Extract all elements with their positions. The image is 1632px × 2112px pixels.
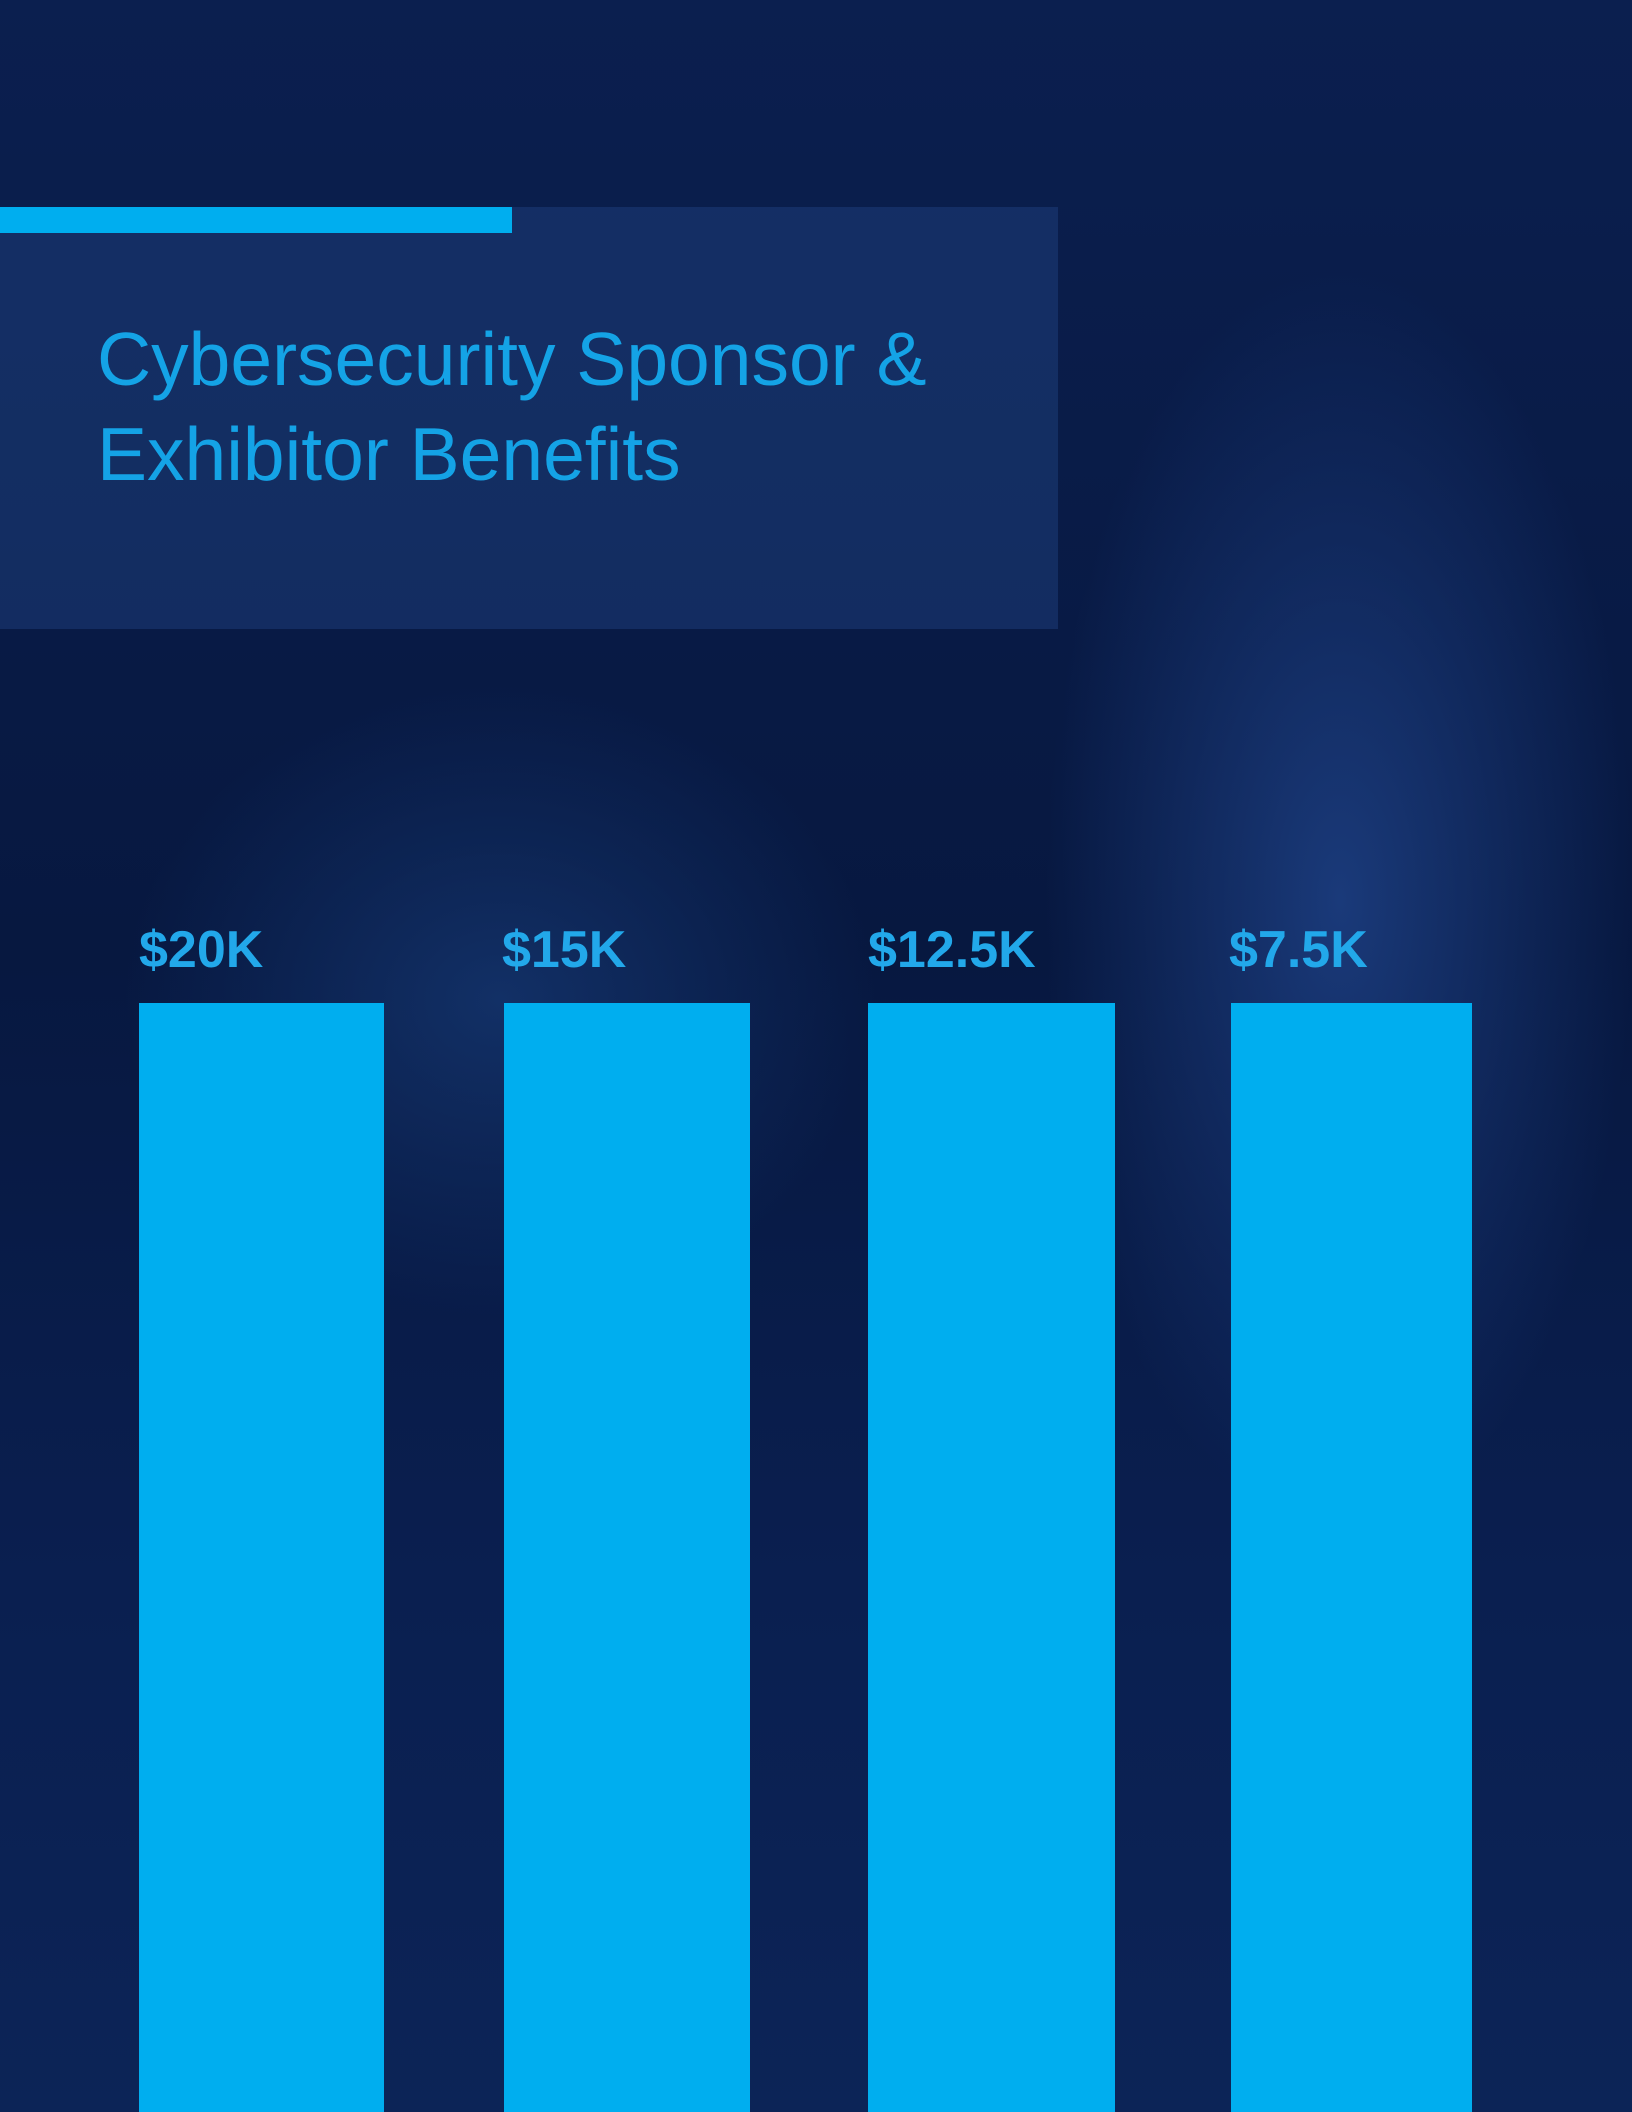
tier-label: $12.5K [868,921,1036,979]
tier-bar [504,1003,750,2112]
accent-bar [0,207,512,233]
tier-label: $7.5K [1229,921,1368,979]
tier-label: $20K [139,921,264,979]
tier-bar [1231,1003,1472,2112]
title: Cybersecurity Sponsor & Exhibitor Benefi… [97,312,927,502]
tier-bar [139,1003,384,2112]
title-panel [0,207,1058,629]
title-line: Exhibitor Benefits [97,412,681,496]
title-line: Cybersecurity Sponsor & [97,317,927,401]
tier-bar [868,1003,1115,2112]
tier-label: $15K [502,921,627,979]
